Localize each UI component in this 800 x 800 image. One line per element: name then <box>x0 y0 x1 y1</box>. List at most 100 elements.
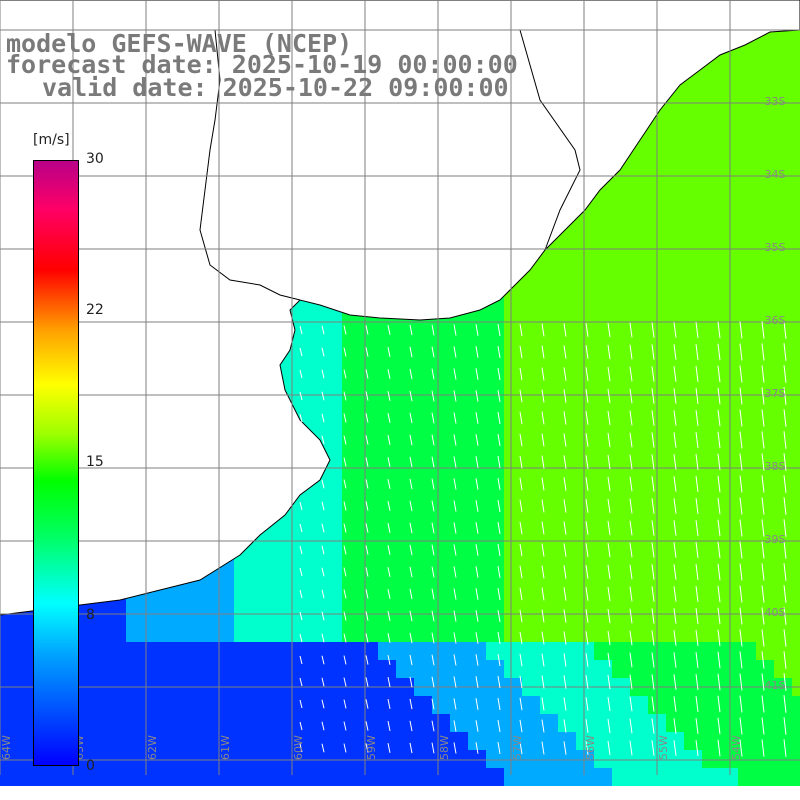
field-cell <box>792 498 800 516</box>
field-cell <box>576 606 594 624</box>
field-cell <box>738 120 756 138</box>
field-cell <box>612 570 630 588</box>
field-cell <box>108 606 126 624</box>
field-cell <box>360 372 378 390</box>
field-cell <box>702 336 720 354</box>
field-cell <box>540 408 558 426</box>
wind-arrow <box>541 411 545 425</box>
wind-arrow <box>343 325 347 335</box>
field-cell <box>558 300 576 318</box>
field-cell <box>792 192 800 210</box>
field-cell <box>90 642 108 660</box>
wind-arrow <box>717 519 721 537</box>
wind-arrow <box>343 545 347 555</box>
wind-arrow <box>409 522 413 534</box>
wind-arrow <box>453 698 457 710</box>
field-cell <box>792 174 800 192</box>
wind-arrow <box>673 366 677 382</box>
field-cell <box>288 606 306 624</box>
field-cell <box>612 660 630 678</box>
field-cell <box>252 588 270 606</box>
wind-arrow <box>585 741 589 755</box>
field-cell <box>540 570 558 588</box>
wind-arrow <box>343 633 347 643</box>
field-cell <box>720 102 738 120</box>
field-cell <box>180 750 198 768</box>
field-cell <box>450 588 468 606</box>
wind-arrow <box>563 521 567 535</box>
field-cell <box>396 534 414 552</box>
field-cell <box>756 552 774 570</box>
wind-arrow <box>563 411 567 425</box>
field-cell <box>468 516 486 534</box>
wind-arrow <box>431 654 435 666</box>
wind-arrow <box>409 346 413 358</box>
wind-arrow <box>321 479 325 489</box>
field-cell <box>360 318 378 336</box>
field-cell <box>162 624 180 642</box>
field-cell <box>504 732 522 750</box>
field-cell <box>666 264 684 282</box>
field-cell <box>792 552 800 570</box>
longitude-labels: 64W 63W 62W 61W 60W 59W 58W 57W 56W 55W 54W <box>0 735 743 760</box>
field-cell <box>306 696 324 714</box>
wind-arrow <box>409 434 413 446</box>
field-cell <box>756 732 774 750</box>
field-cell <box>558 336 576 354</box>
colorbar-units: [m/s] <box>33 132 70 148</box>
field-cell <box>576 498 594 516</box>
field-cell <box>342 498 360 516</box>
field-cell <box>594 624 612 642</box>
field-cell <box>450 426 468 444</box>
wind-arrow <box>541 521 545 535</box>
field-cell <box>0 732 18 750</box>
field-cell <box>216 750 234 768</box>
wind-arrow <box>783 497 787 515</box>
field-cell <box>486 750 504 768</box>
border-line <box>199 29 301 301</box>
field-cell <box>414 408 432 426</box>
field-cell <box>180 588 198 606</box>
field-cell <box>738 372 756 390</box>
field-cell <box>522 660 540 678</box>
wind-arrow <box>673 564 677 580</box>
field-cell <box>324 660 342 678</box>
wind-arrow <box>629 520 633 536</box>
field-cell <box>378 534 396 552</box>
field-cell <box>468 318 486 336</box>
field-cell <box>504 372 522 390</box>
wind-arrow <box>563 587 567 601</box>
field-cell <box>270 768 288 786</box>
field-cell <box>684 408 702 426</box>
field-cell <box>360 480 378 498</box>
lat-label: 37S <box>765 387 786 400</box>
field-cell <box>702 714 720 732</box>
field-cell <box>630 228 648 246</box>
field-cell <box>594 570 612 588</box>
wind-arrow <box>717 629 721 647</box>
wind-arrow <box>739 365 743 383</box>
field-cell <box>576 318 594 336</box>
field-cell <box>612 768 630 786</box>
wind-arrow <box>453 368 457 380</box>
wind-arrow <box>761 607 765 625</box>
wind-arrow <box>563 477 567 491</box>
field-cell <box>252 624 270 642</box>
field-cell <box>342 444 360 462</box>
wind-arrow <box>739 475 743 493</box>
wind-arrow <box>343 677 347 687</box>
field-cell <box>324 570 342 588</box>
field-cell <box>630 390 648 408</box>
colorbar-tick-15: 15 <box>86 454 104 470</box>
field-cell <box>594 642 612 660</box>
field-cell <box>738 408 756 426</box>
field-cell <box>270 624 288 642</box>
wind-arrow <box>321 545 325 555</box>
field-cell <box>450 390 468 408</box>
field-cell <box>324 498 342 516</box>
field-cell <box>576 336 594 354</box>
field-cell <box>612 408 630 426</box>
wind-arrow <box>651 652 655 668</box>
wind-arrow <box>607 586 611 602</box>
wind-arrow <box>717 695 721 713</box>
